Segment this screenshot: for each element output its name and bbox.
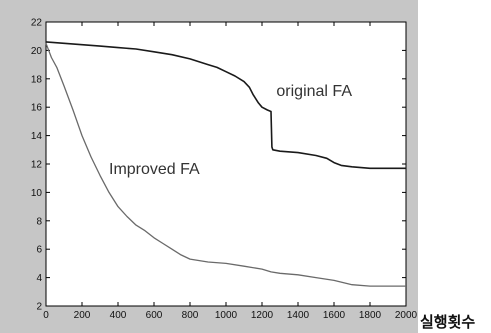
x-tick-label: 1200 — [251, 310, 274, 321]
annotation-label: Improved FA — [109, 161, 200, 178]
series-layer — [45, 41, 406, 287]
y-tick-label: 16 — [31, 103, 43, 114]
y-tick-label: 18 — [31, 74, 43, 85]
y-tick-label: 4 — [36, 273, 42, 284]
x-tick-label: 600 — [146, 310, 163, 321]
y-tick-label: 20 — [31, 46, 43, 57]
y-tick-label: 6 — [36, 245, 42, 256]
x-tick-label: 1800 — [359, 310, 382, 321]
x-tick-label: 1000 — [215, 310, 238, 321]
y-axis-ticks: 2 4 6 8 10 12 14 16 18 20 22 — [31, 18, 406, 313]
x-tick-label: 800 — [182, 310, 199, 321]
x-axis-ticks: 0 200 400 600 800 1000 1200 1400 1600 1800 2000 — [43, 22, 418, 321]
x-tick-label: 1600 — [323, 310, 346, 321]
y-tick-label: 2 — [36, 302, 42, 313]
annotation-label: original FA — [276, 83, 352, 100]
x-tick-label: 200 — [74, 310, 91, 321]
series-line-original-fa — [45, 41, 406, 170]
y-tick-label: 22 — [31, 18, 43, 29]
x-axis-label: 실행횟수 — [420, 313, 475, 331]
y-tick-label: 10 — [31, 188, 43, 199]
x-tick-label: 400 — [110, 310, 127, 321]
y-tick-label: 8 — [36, 216, 42, 227]
y-tick-label: 12 — [31, 160, 43, 171]
plot-area — [45, 21, 407, 307]
y-tick-label: 14 — [31, 131, 43, 142]
series-line-improved-fa — [45, 43, 406, 287]
x-tick-label: 0 — [43, 310, 49, 321]
x-tick-label: 1400 — [287, 310, 310, 321]
x-tick-label: 2000 — [395, 310, 418, 321]
annotation-layer: original FA Improved FA — [109, 83, 352, 178]
